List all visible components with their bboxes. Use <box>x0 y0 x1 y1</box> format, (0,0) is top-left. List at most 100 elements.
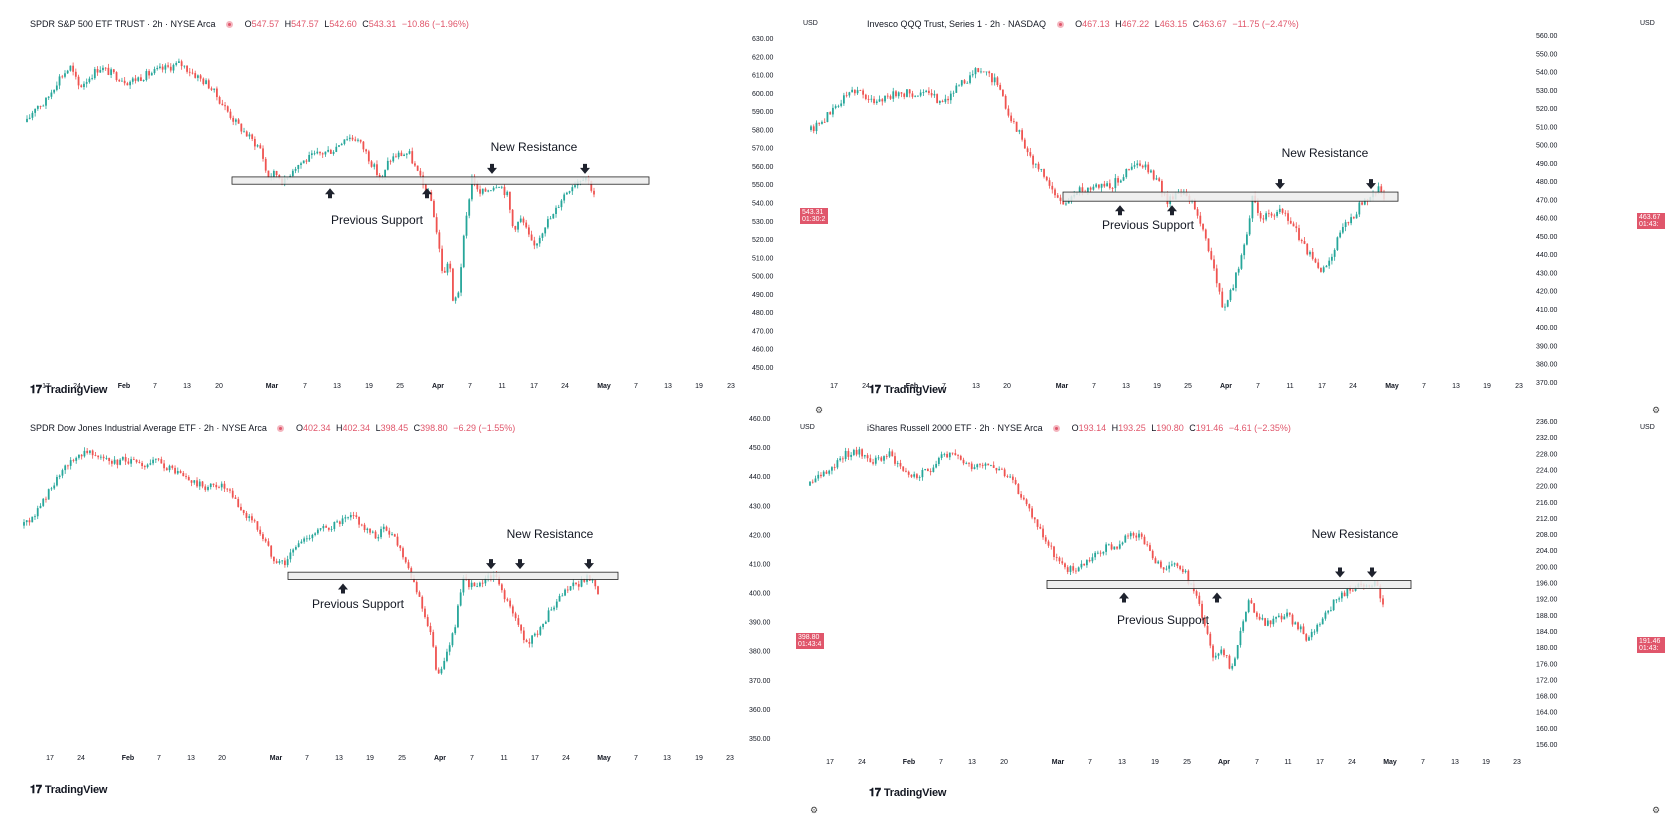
candle-body <box>153 69 156 74</box>
symbol-title[interactable]: iShares Russell 2000 ETF · 2h · NYSE Arc… <box>867 423 1043 433</box>
candle-body <box>549 218 552 220</box>
open-value: 193.14 <box>1078 423 1107 433</box>
candle-body <box>1147 164 1150 173</box>
high-value: 402.34 <box>342 423 371 433</box>
candle-body <box>121 457 124 460</box>
tradingview-logo[interactable]: 𝟏𝟕 TradingView <box>30 384 107 397</box>
candle-body <box>416 165 419 171</box>
candle-body <box>888 451 891 457</box>
support-arrow-icon <box>1212 592 1222 603</box>
candle-body <box>1007 108 1010 116</box>
candle-body <box>952 92 955 94</box>
candle-body <box>1014 479 1017 485</box>
candle-body <box>1280 615 1283 620</box>
candle-body <box>143 466 146 468</box>
candle-body <box>1165 568 1168 570</box>
x-tick-label: 7 <box>1255 759 1259 766</box>
candle-body <box>199 75 202 79</box>
candle-body <box>891 451 894 457</box>
settings-icon[interactable]: ⚙ <box>815 405 824 415</box>
candle-body <box>938 100 941 103</box>
candle-body <box>1336 237 1339 250</box>
x-tick-label: 13 <box>187 755 195 762</box>
candle-body <box>23 522 25 526</box>
candle-body <box>1150 170 1152 173</box>
candle-body <box>172 64 175 71</box>
candle-body <box>1061 561 1064 564</box>
candle-body <box>311 534 314 539</box>
candle-body <box>1146 544 1149 546</box>
y-tick-label: 480.00 <box>1536 179 1558 186</box>
candle-body <box>112 69 115 73</box>
candle-body <box>886 95 889 97</box>
candle-body <box>130 459 133 464</box>
symbol-title[interactable]: SPDR S&P 500 ETF TRUST · 2h · NYSE Arca <box>30 19 216 29</box>
candle-body <box>1127 535 1129 537</box>
candle-body <box>451 633 454 646</box>
candle-body <box>1128 169 1130 170</box>
candle-body <box>262 534 264 539</box>
candle-body <box>847 450 850 457</box>
candle-body <box>72 65 75 72</box>
candle-body <box>355 515 358 517</box>
x-tick-label: 11 <box>1286 383 1293 390</box>
candle-body <box>1017 484 1020 495</box>
candle-body <box>418 592 421 597</box>
candle-body <box>574 185 576 188</box>
candle-body <box>1221 291 1224 308</box>
candle-body <box>1341 227 1344 233</box>
candle-body <box>58 475 61 477</box>
support-arrow-icon <box>338 583 348 594</box>
chart-plot[interactable]: 236.00 232.00 228.00 224.00 220.00 216.00 212.… <box>809 414 1674 828</box>
y-tick-label: 550.00 <box>1536 51 1558 58</box>
chart-plot[interactable]: 460.00 450.00 440.00 430.00 420.00 410.00 400.… <box>0 414 837 828</box>
tradingview-logo[interactable]: 𝟏𝟕 TradingView <box>869 787 946 800</box>
candle-body <box>533 240 536 246</box>
y-tick-label: 370.00 <box>749 678 771 685</box>
candle-body <box>77 76 80 86</box>
candle-body <box>468 199 471 216</box>
settings-icon[interactable]: ⚙ <box>810 805 819 815</box>
tradingview-logo[interactable]: 𝟏𝟕 TradingView <box>869 384 946 397</box>
y-tick-label: 450.00 <box>752 365 774 372</box>
candle-body <box>1065 203 1067 205</box>
candle-body <box>291 170 294 177</box>
candle-body <box>396 536 399 546</box>
candle-body <box>1217 653 1220 656</box>
x-tick-label: 7 <box>1421 759 1425 766</box>
candle-body <box>1053 546 1055 558</box>
candle-body <box>1237 268 1240 273</box>
x-tick-label: Apr <box>432 383 444 390</box>
candle-body <box>531 635 533 644</box>
chart-plot[interactable]: 630.00 620.00 610.00 600.00 590.00 580.00 570.… <box>0 0 837 414</box>
settings-icon[interactable]: ⚙ <box>1652 405 1661 415</box>
candle-body <box>1213 259 1215 269</box>
candle-body <box>1331 256 1333 261</box>
candle-body <box>878 99 881 102</box>
candle-body <box>913 474 916 477</box>
settings-icon[interactable]: ⚙ <box>1652 805 1661 815</box>
candle-body <box>1349 588 1352 591</box>
candle-body <box>870 98 873 100</box>
symbol-title[interactable]: SPDR Dow Jones Industrial Average ETF · … <box>30 423 267 433</box>
candle-body <box>335 146 338 152</box>
bar-countdown: 01:43: <box>1639 221 1659 228</box>
symbol-title[interactable]: Invesco QQQ Trust, Series 1 · 2h · NASDA… <box>867 19 1047 29</box>
candle-body <box>514 226 517 230</box>
candle-body <box>1203 617 1206 626</box>
candle-body <box>817 474 820 479</box>
chart-plot[interactable]: 560.00 550.00 540.00 530.00 520.00 510.00 500.… <box>810 0 1674 414</box>
x-tick-label: 24 <box>1349 383 1357 390</box>
candle-body <box>1160 561 1162 568</box>
tradingview-logo[interactable]: 𝟏𝟕 TradingView <box>30 784 107 797</box>
candle-body <box>380 529 382 538</box>
high-label: H <box>1115 19 1122 29</box>
candle-body <box>1294 622 1297 625</box>
candle-body <box>899 462 902 467</box>
candle-body <box>470 582 473 588</box>
y-tick-label: 610.00 <box>752 73 774 80</box>
candle-body <box>837 105 840 107</box>
resistance-arrow-icon <box>1366 179 1376 190</box>
x-tick-label: 24 <box>77 755 85 762</box>
candle-body <box>1184 570 1187 573</box>
